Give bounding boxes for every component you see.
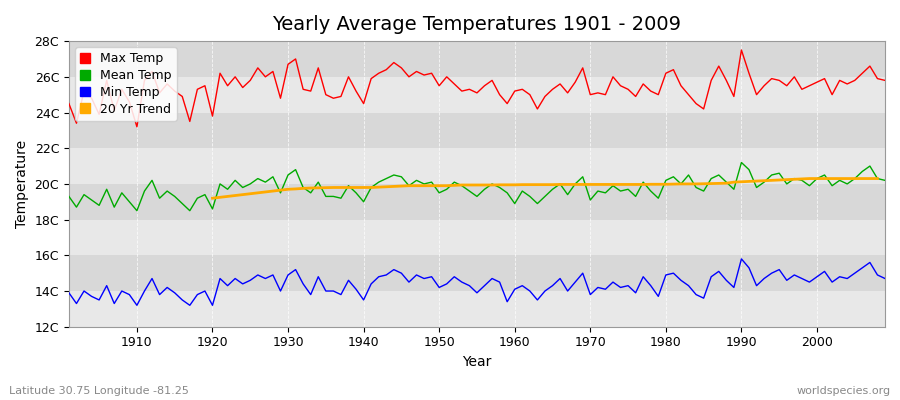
Bar (69, 148, 885, 184)
X-axis label: Year: Year (463, 355, 491, 369)
Text: Latitude 30.75 Longitude -81.25: Latitude 30.75 Longitude -81.25 (9, 386, 189, 396)
Y-axis label: Temperature: Temperature (15, 140, 29, 228)
Bar (69, 184, 885, 220)
Text: worldspecies.org: worldspecies.org (796, 386, 891, 396)
Bar (69, 255, 885, 291)
Legend: Max Temp, Mean Temp, Min Temp, 20 Yr Trend: Max Temp, Mean Temp, Min Temp, 20 Yr Tre… (76, 47, 176, 121)
Bar (69, 291, 885, 327)
Bar (69, 41, 885, 77)
Title: Yearly Average Temperatures 1901 - 2009: Yearly Average Temperatures 1901 - 2009 (273, 15, 681, 34)
Bar (69, 220, 885, 255)
Bar (69, 112, 885, 148)
Bar (69, 77, 885, 112)
